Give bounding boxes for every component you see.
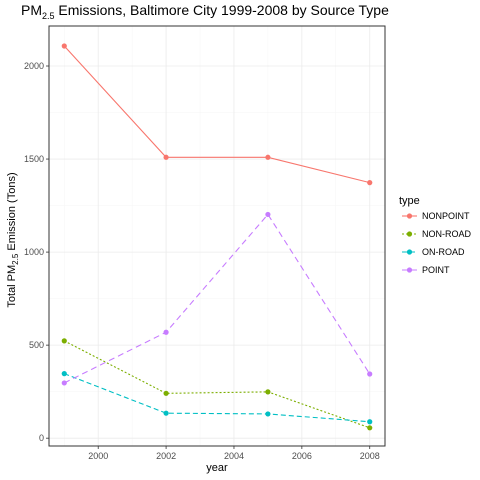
x-tick-label: 2004 [224, 451, 244, 461]
data-point-on-road [163, 411, 168, 416]
data-point-nonpoint [62, 43, 67, 48]
data-point-non-road [163, 391, 168, 396]
legend-key-point-non-road [407, 231, 412, 236]
data-point-point [265, 212, 270, 217]
data-point-nonpoint [367, 180, 372, 185]
chart-title: PM2.5 Emissions, Baltimore City 1999-200… [21, 2, 389, 21]
data-point-point [163, 330, 168, 335]
legend-key-point-point [407, 267, 412, 272]
legend-key-point-nonpoint [407, 213, 412, 218]
legend-label-on-road: ON-ROAD [422, 247, 465, 257]
plot-background [49, 26, 385, 446]
x-tick-label: 2006 [292, 451, 312, 461]
x-tick-label: 2002 [156, 451, 176, 461]
legend-key-point-on-road [407, 249, 412, 254]
data-point-on-road [62, 371, 67, 376]
legend-title: type [399, 195, 420, 207]
y-tick-label: 1000 [24, 247, 44, 257]
data-point-on-road [367, 419, 372, 424]
data-point-point [367, 371, 372, 376]
y-tick-label: 1500 [24, 154, 44, 164]
legend-label-point: POINT [422, 265, 450, 275]
data-point-nonpoint [163, 155, 168, 160]
plot-panel: 2000 2002 2004 2006 2008 0 500 1000 1500 2000 [24, 26, 385, 461]
y-tick-label: 2000 [24, 61, 44, 71]
y-axis-label: Total PM2.5 Emission (Tons) [6, 172, 20, 307]
data-point-nonpoint [265, 155, 270, 160]
y-tick-label: 500 [29, 340, 44, 350]
y-tick-label: 0 [39, 433, 44, 443]
x-tick-label: 2008 [360, 451, 380, 461]
x-axis-label: year [206, 462, 228, 474]
data-point-non-road [367, 425, 372, 430]
x-tick-label: 2000 [88, 451, 108, 461]
data-point-non-road [265, 389, 270, 394]
data-point-point [62, 380, 67, 385]
legend-label-nonpoint: NONPOINT [422, 211, 470, 221]
data-point-on-road [265, 411, 270, 416]
legend-label-non-road: NON-ROAD [422, 229, 471, 239]
data-point-non-road [62, 338, 67, 343]
